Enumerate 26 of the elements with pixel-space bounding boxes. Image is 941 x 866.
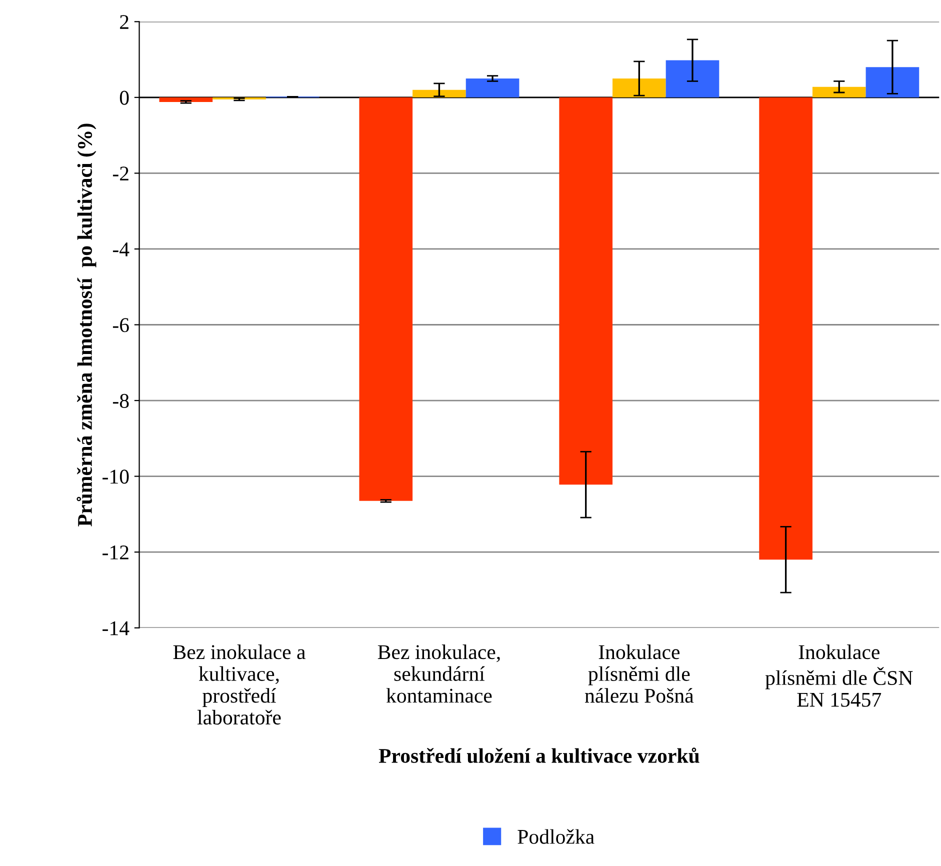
bar [159,97,213,102]
bar [412,90,466,98]
y-tick-label: -14 [102,621,130,636]
y-axis-title: Průměrná změna hmotností po kultivaci (%) [76,124,96,526]
y-tick-label: 2 [120,15,128,29]
y-tick-label: -12 [102,546,128,560]
bar [759,97,812,560]
bar [866,67,920,98]
y-tick-label: -8 [112,394,129,408]
y-tick-label: 0 [120,90,129,105]
bar [612,78,666,98]
x-axis-title: Prostředí uložení a kultivace vzorků [378,748,700,763]
x-tick-label: Bez inokulace a kultivace, prostředí laboratoře [173,644,306,725]
y-tick-label: -10 [102,470,129,484]
bar [666,60,720,98]
legend-label: Podložka [518,829,594,844]
bar [812,86,866,98]
y-tick-label: -2 [112,166,128,180]
x-tick-label: Inokulace plísněmi dle nálezu Pošná [584,644,694,703]
x-tick-label: Bez inokulace, sekundární kontaminace [378,644,500,703]
bar [466,78,520,98]
y-tick-label: -4 [112,242,130,256]
bar [359,97,413,501]
bar [559,97,613,485]
y-tick-label: -6 [112,318,129,332]
x-tick-label: Inokulace plísněmi dle ČSN EN 15457 [765,644,913,707]
